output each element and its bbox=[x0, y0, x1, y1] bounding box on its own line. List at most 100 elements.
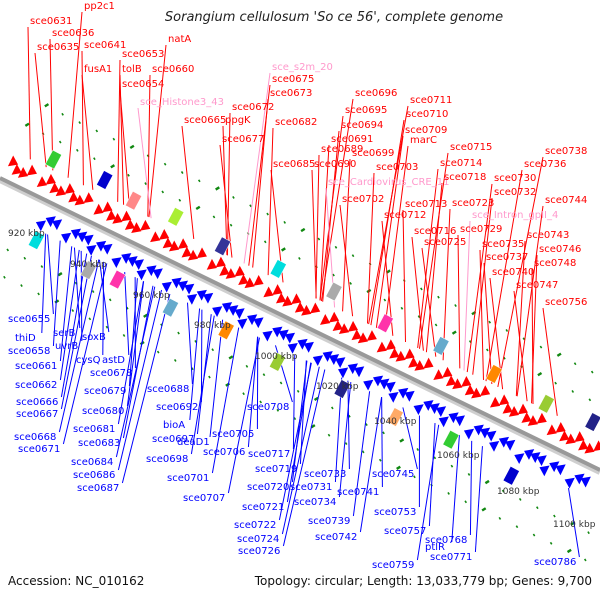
forward-gene-label[interactable]: sce0712 bbox=[384, 210, 426, 221]
reverse-gene-label[interactable]: sce0692 bbox=[156, 402, 198, 413]
forward-gene-label[interactable]: sce0654 bbox=[122, 79, 164, 90]
reverse-gene-label[interactable]: sce0701 bbox=[167, 473, 209, 484]
forward-gene-label[interactable]: sce0636 bbox=[52, 28, 94, 39]
forward-gene-label[interactable]: sce0699 bbox=[352, 148, 394, 159]
reverse-gene-label[interactable]: sce0731 bbox=[290, 482, 332, 493]
reverse-gene-label[interactable]: sce0720 bbox=[247, 482, 289, 493]
rna-feature-label[interactable]: sce_s2m_20 bbox=[272, 62, 333, 73]
reverse-gene-label[interactable]: thiD bbox=[15, 333, 36, 344]
reverse-gene-label[interactable]: sce0726 bbox=[238, 546, 280, 557]
forward-gene-label[interactable]: sce0653 bbox=[122, 49, 164, 60]
forward-gene-label[interactable]: sce0714 bbox=[440, 158, 482, 169]
reverse-gene-label[interactable]: sce0721 bbox=[242, 502, 284, 513]
forward-gene-label[interactable]: sce0635 bbox=[37, 42, 79, 53]
reverse-gene-label[interactable]: sce0655 bbox=[8, 314, 50, 325]
reverse-gene-label[interactable]: soxB bbox=[82, 332, 106, 343]
forward-gene-label[interactable]: sce0641 bbox=[84, 40, 126, 51]
reverse-gene-label[interactable]: sce0681 bbox=[73, 424, 115, 435]
reverse-gene-label[interactable]: sce0717 bbox=[248, 449, 290, 460]
forward-gene-label[interactable]: sce0746 bbox=[539, 244, 581, 255]
reverse-gene-label[interactable]: sce0697 bbox=[152, 434, 194, 445]
reverse-gene-label[interactable]: sce0705 bbox=[212, 429, 254, 440]
reverse-gene-label[interactable]: sce0661 bbox=[15, 361, 57, 372]
forward-gene-label[interactable]: sce0682 bbox=[275, 117, 317, 128]
reverse-gene-label[interactable]: sce0707 bbox=[183, 493, 225, 504]
rna-feature-label[interactable]: sce_Histone3_43 bbox=[140, 97, 224, 108]
forward-gene-label[interactable]: sce0677 bbox=[222, 134, 264, 145]
forward-gene-label[interactable]: sce0689 bbox=[321, 144, 363, 155]
reverse-gene-label[interactable]: ptlR bbox=[425, 542, 445, 553]
forward-gene-label[interactable]: sce0737 bbox=[486, 252, 528, 263]
forward-gene-label[interactable]: sce0690 bbox=[314, 159, 356, 170]
forward-gene-label[interactable]: sce0730 bbox=[494, 173, 536, 184]
forward-gene-label[interactable]: ppgK bbox=[225, 115, 251, 126]
forward-gene-label[interactable]: sce0725 bbox=[424, 237, 466, 248]
forward-gene-label[interactable]: pp2c1 bbox=[84, 1, 115, 12]
forward-gene-label[interactable]: sce0715 bbox=[450, 142, 492, 153]
reverse-gene-label[interactable]: sce0768 bbox=[425, 535, 467, 546]
reverse-gene-label[interactable]: sce0683 bbox=[78, 438, 120, 449]
reverse-gene-label[interactable]: sce0688 bbox=[147, 384, 189, 395]
forward-gene-label[interactable]: sce0716 bbox=[414, 226, 456, 237]
reverse-gene-label[interactable]: sce0708 bbox=[247, 402, 289, 413]
forward-gene-label[interactable]: sce0702 bbox=[342, 194, 384, 205]
reverse-gene-label[interactable]: sce0666 bbox=[16, 397, 58, 408]
forward-gene-label[interactable]: sce0709 bbox=[405, 125, 447, 136]
forward-gene-label[interactable]: sce0729 bbox=[460, 224, 502, 235]
forward-gene-label[interactable]: sce0675 bbox=[272, 74, 314, 85]
reverse-gene-label[interactable]: sce0741 bbox=[337, 487, 379, 498]
reverse-gene-label[interactable]: sce0759 bbox=[372, 560, 414, 571]
reverse-gene-label[interactable]: sce0662 bbox=[15, 380, 57, 391]
forward-gene-label[interactable]: sce0718 bbox=[444, 172, 486, 183]
forward-gene-label[interactable]: sce0735 bbox=[482, 239, 524, 250]
reverse-gene-label[interactable]: deaD1 bbox=[177, 437, 210, 448]
forward-gene-label[interactable]: sce0695 bbox=[345, 105, 387, 116]
forward-gene-label[interactable]: sce0736 bbox=[524, 159, 566, 170]
reverse-gene-label[interactable]: uvrB bbox=[55, 341, 78, 352]
reverse-gene-label[interactable]: sce0753 bbox=[374, 507, 416, 518]
reverse-gene-label[interactable]: sce0771 bbox=[430, 552, 472, 563]
forward-gene-label[interactable]: sce0660 bbox=[152, 64, 194, 75]
reverse-gene-label[interactable]: sce0757 bbox=[384, 526, 426, 537]
rna-feature-label[interactable]: sce_Intron_gpII_4 bbox=[472, 210, 558, 221]
forward-gene-label[interactable]: sce0743 bbox=[527, 230, 569, 241]
forward-gene-label[interactable]: sce0631 bbox=[30, 16, 72, 27]
reverse-gene-label[interactable]: sce0687 bbox=[77, 483, 119, 494]
forward-gene-label[interactable]: sce0723 bbox=[452, 198, 494, 209]
reverse-gene-label[interactable]: sce0706 bbox=[203, 447, 245, 458]
reverse-gene-label[interactable]: sce0733 bbox=[304, 469, 346, 480]
forward-gene-label[interactable]: sce0685 bbox=[273, 159, 315, 170]
reverse-gene-label[interactable]: sce0734 bbox=[294, 497, 336, 508]
forward-gene-label[interactable]: sce0696 bbox=[355, 88, 397, 99]
forward-gene-label[interactable]: sce0748 bbox=[534, 258, 576, 269]
forward-gene-label[interactable]: marC bbox=[410, 135, 437, 146]
forward-gene-label[interactable]: sce0711 bbox=[410, 95, 452, 106]
rna-feature-label[interactable]: sce_Cardiovirus_CRE_11 bbox=[328, 177, 449, 188]
reverse-gene-label[interactable]: sce0739 bbox=[308, 516, 350, 527]
reverse-gene-label[interactable]: sce0668 bbox=[14, 432, 56, 443]
forward-gene-label[interactable]: sce0672 bbox=[232, 102, 274, 113]
reverse-gene-label[interactable]: sce0745 bbox=[372, 469, 414, 480]
reverse-gene-label[interactable]: bioA bbox=[163, 420, 185, 431]
reverse-gene-label[interactable]: sce0724 bbox=[237, 534, 279, 545]
forward-gene-label[interactable]: sce0694 bbox=[341, 120, 383, 131]
forward-gene-label[interactable]: fusA1 bbox=[84, 64, 112, 75]
reverse-gene-label[interactable]: sce0680 bbox=[82, 406, 124, 417]
forward-gene-label[interactable]: sce0673 bbox=[270, 88, 312, 99]
forward-gene-label[interactable]: sce0732 bbox=[494, 187, 536, 198]
reverse-gene-label[interactable]: sce0671 bbox=[18, 444, 60, 455]
forward-gene-label[interactable]: sce0703 bbox=[376, 162, 418, 173]
forward-gene-label[interactable]: sce0713 bbox=[405, 199, 447, 210]
reverse-gene-label[interactable]: sce0658 bbox=[8, 346, 50, 357]
reverse-gene-label[interactable]: sce0786 bbox=[534, 557, 576, 568]
reverse-gene-label[interactable]: sce0698 bbox=[146, 454, 188, 465]
reverse-gene-label[interactable]: sce0742 bbox=[315, 532, 357, 543]
forward-gene-label[interactable]: sce0710 bbox=[406, 109, 448, 120]
forward-gene-label[interactable]: sce0756 bbox=[545, 297, 587, 308]
reverse-gene-label[interactable]: sce0719 bbox=[255, 464, 297, 475]
reverse-gene-label[interactable]: cysQ bbox=[76, 355, 101, 366]
forward-gene-label[interactable]: natA bbox=[168, 34, 191, 45]
forward-gene-label[interactable]: sce0738 bbox=[545, 146, 587, 157]
reverse-gene-label[interactable]: sce0678 bbox=[90, 368, 132, 379]
forward-gene-label[interactable]: sce0665 bbox=[184, 115, 226, 126]
